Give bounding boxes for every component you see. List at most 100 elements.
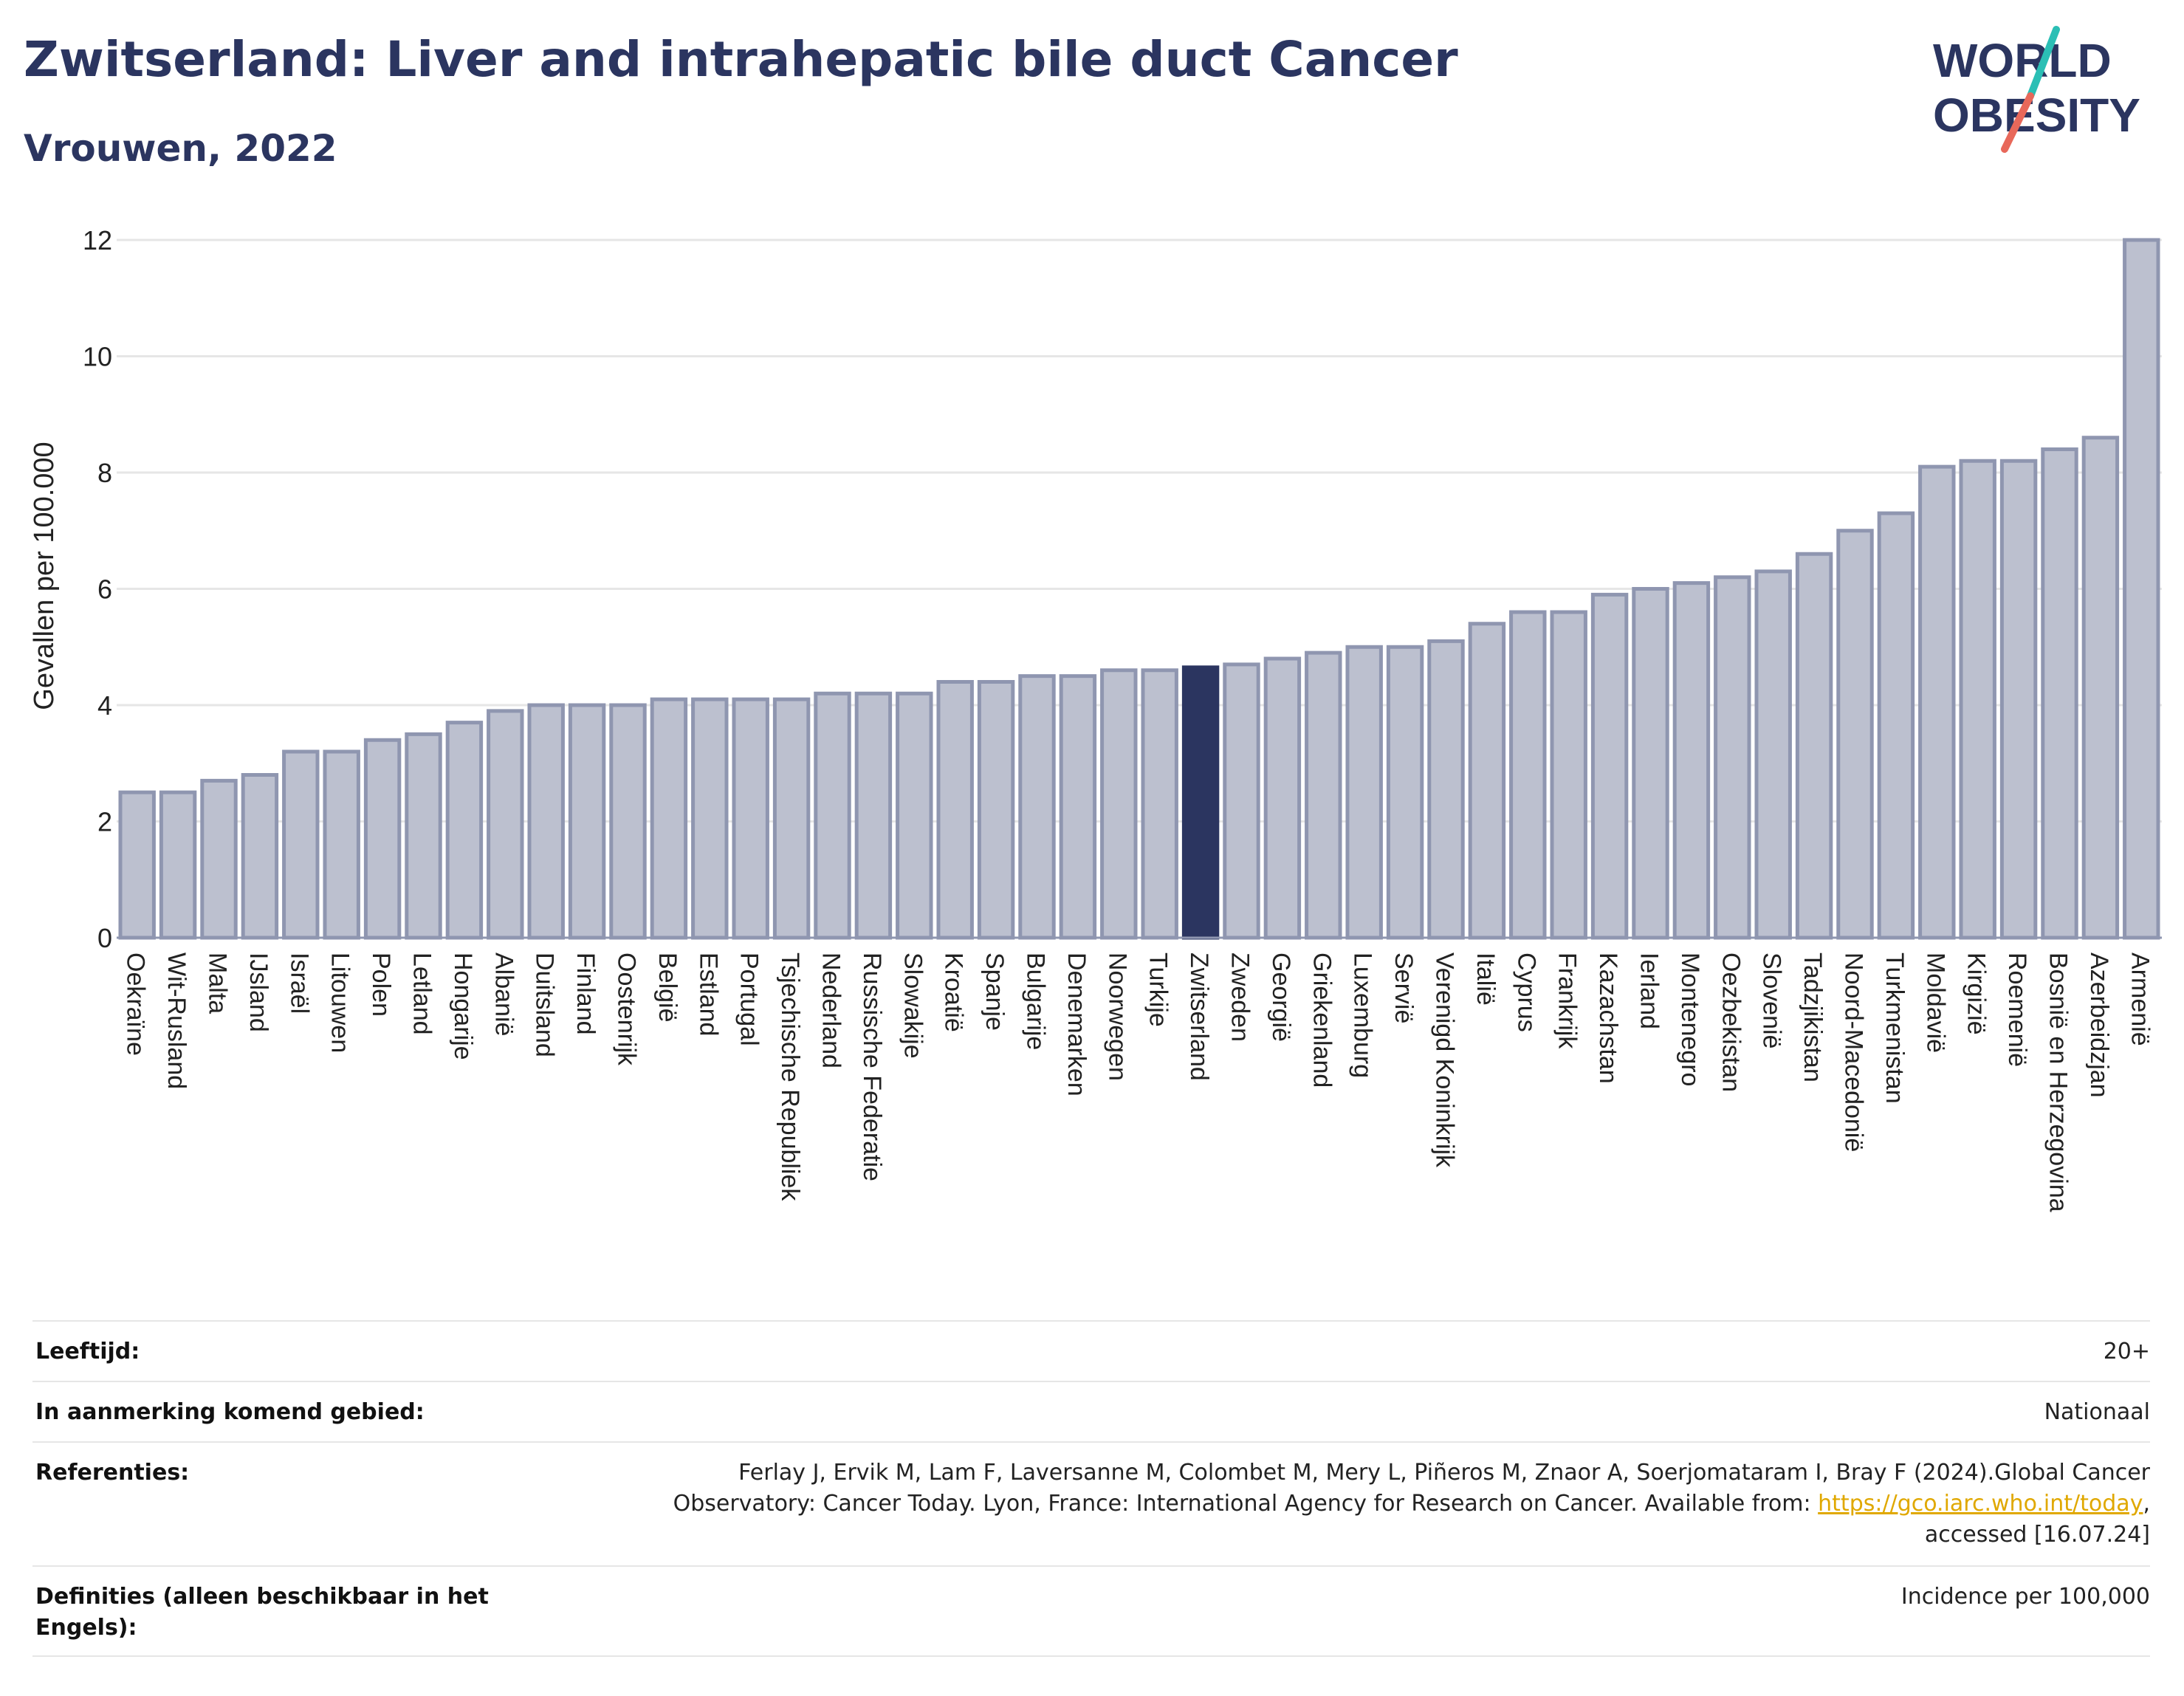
bar [1427, 639, 1465, 940]
x-tick-label: Oezbekistan [1717, 952, 1745, 1092]
bar [241, 773, 279, 940]
x-tick-label: Luxemburg [1349, 952, 1377, 1078]
bar [977, 680, 1015, 940]
reference-line-2-end: , [2143, 1491, 2150, 1517]
x-tick-label: Zweden [1226, 952, 1254, 1042]
bar [1345, 645, 1383, 940]
x-tick-label: Roemenië [2003, 952, 2031, 1067]
y-tick-label: 2 [97, 807, 112, 837]
bar [1836, 529, 1874, 940]
info-row-area: In aanmerking komend gebied: Nationaal [32, 1381, 2150, 1443]
x-tick-label: Noord-Macedonië [1840, 952, 1868, 1152]
logo-world-text: WORLD [1933, 34, 2112, 87]
bar [609, 703, 647, 940]
x-tick-label: Duitsland [531, 952, 559, 1057]
x-tick-labels: Oekraïne Wit-Rusland Malta IJsland Israël Lit… [122, 952, 2154, 1212]
bar [1018, 674, 1056, 940]
x-tick-label: Kirgizië [1962, 952, 1991, 1034]
bar [1714, 575, 1751, 940]
logo-slash-top [2027, 26, 2060, 100]
page-title: Zwitserland: Liver and intrahepatic bile… [24, 31, 1458, 88]
x-tick-label: Tsjechische Republiek [776, 952, 804, 1201]
bar [1550, 610, 1587, 940]
x-tick-label: Griekenland [1308, 952, 1336, 1088]
world-obesity-logo: WORLD OBESITY [1933, 26, 2140, 153]
y-tick-label: 12 [83, 225, 112, 255]
bar [1795, 552, 1833, 940]
y-tick-label: 8 [97, 458, 112, 488]
x-tick-label: Zwitserland [1185, 952, 1213, 1081]
x-tick-label: Slovenië [1758, 952, 1786, 1048]
bar [363, 738, 402, 940]
info-row-age: Leeftijd: 20+ [32, 1320, 2150, 1382]
x-tick-label: Russische Federatie [858, 952, 886, 1181]
bar [772, 697, 811, 940]
x-tick-label: Cyprus [1512, 952, 1540, 1032]
x-tick-label: Moldavië [1921, 952, 1949, 1053]
bar [1141, 668, 1178, 940]
info-label-references: Referenties: [35, 1460, 190, 1486]
x-tick-label: Turkmenistan [1881, 952, 1909, 1104]
bar [1754, 569, 1792, 940]
bar [1059, 674, 1097, 940]
x-tick-label: België [653, 952, 681, 1023]
reference-link[interactable]: https://gco.iarc.who.int/today [1818, 1491, 2143, 1517]
x-tick-label: Montenegro [1676, 952, 1704, 1086]
definitions-label-line-2: Engels): [35, 1615, 137, 1641]
bar [200, 778, 238, 940]
x-tick-label: Kazachstan [1594, 952, 1622, 1084]
page-subtitle: Vrouwen, 2022 [24, 127, 337, 170]
bar [527, 703, 565, 940]
info-row-references: Referenties: Ferlay J, Ervik M, Lam F, L… [32, 1441, 2150, 1567]
bar [2081, 436, 2120, 940]
info-value-references: Ferlay J, Ervik M, Lam F, Laversanne M, … [600, 1458, 2150, 1551]
x-tick-label: Spanje [981, 952, 1009, 1031]
definitions-label-line-1: Definities (alleen beschikbaar in het [35, 1584, 489, 1610]
y-tick-labels: 0 2 4 6 8 10 12 [83, 225, 112, 953]
x-tick-label: Polen [367, 952, 395, 1017]
y-tick-label: 4 [97, 690, 112, 721]
x-tick-label: Letland [408, 952, 436, 1035]
bar [445, 721, 484, 940]
reference-line-2: Observatory: Cancer Today. Lyon, France:… [600, 1489, 2150, 1520]
x-tick-label: Verenigd Koninkrijk [1431, 952, 1459, 1168]
x-tick-label: Portugal [735, 952, 763, 1046]
x-tick-label: Kroatië [940, 952, 968, 1032]
x-tick-label: Oostenrijk [613, 952, 641, 1066]
bar [936, 680, 974, 940]
bar [732, 697, 769, 940]
bar [854, 691, 893, 940]
bar [1672, 581, 1711, 940]
x-tick-label: Slowakije [899, 952, 927, 1059]
bar [1223, 662, 1260, 940]
y-tick-label: 6 [97, 574, 112, 605]
bar [1877, 511, 1915, 940]
bar [405, 732, 442, 940]
x-tick-label: IJsland [244, 952, 272, 1032]
bar [282, 749, 320, 940]
info-value-area: Nationaal [2044, 1399, 2150, 1425]
info-row-definitions: Definities (alleen beschikbaar in het En… [32, 1565, 2150, 1657]
info-value-definitions: Incidence per 100,000 [1900, 1584, 2150, 1610]
info-label-area: In aanmerking komend gebied: [35, 1399, 425, 1425]
reference-line-1: Ferlay J, Ervik M, Lam F, Laversanne M, … [738, 1460, 2150, 1486]
bar [1590, 592, 1629, 940]
info-label-age: Leeftijd: [35, 1339, 140, 1364]
bar [1100, 668, 1138, 940]
reference-line-2-text: Observatory: Cancer Today. Lyon, France:… [673, 1491, 1819, 1517]
bar [323, 749, 360, 940]
x-tick-label: Israël [285, 952, 313, 1014]
x-tick-label: Frankrijk [1553, 952, 1582, 1049]
x-tick-label: Italië [1472, 952, 1500, 1006]
logo-obesity-text: OBESITY [1933, 89, 2140, 142]
x-tick-label: Malta [204, 952, 232, 1014]
y-tick-label: 10 [83, 342, 112, 372]
x-tick-label: Bulgarije [1022, 952, 1050, 1050]
x-tick-label: Tadzjikistan [1799, 952, 1827, 1082]
bar [814, 691, 851, 940]
bar [1468, 622, 1506, 940]
bar [118, 790, 156, 940]
bar [487, 709, 524, 940]
x-tick-label: Azerbeidzjan [2085, 952, 2113, 1098]
bar [1509, 610, 1547, 940]
